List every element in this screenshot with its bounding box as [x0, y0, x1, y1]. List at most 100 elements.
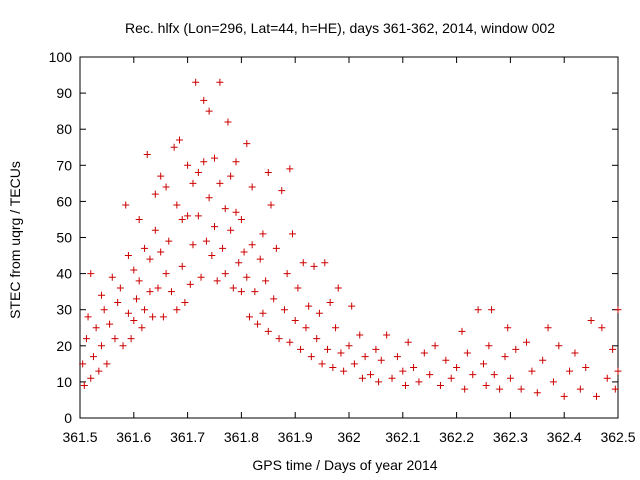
- data-point: [143, 150, 151, 158]
- data-point: [482, 382, 490, 390]
- data-point: [332, 324, 340, 332]
- x-tick-label: 361.7: [170, 429, 205, 445]
- y-tick-label: 10: [56, 374, 72, 390]
- data-point: [291, 317, 299, 325]
- data-point: [358, 374, 366, 382]
- data-point: [463, 349, 471, 357]
- data-point: [157, 248, 165, 256]
- data-point: [173, 201, 181, 209]
- data-point: [329, 363, 337, 371]
- data-point: [221, 205, 229, 213]
- data-point: [80, 382, 88, 390]
- data-point: [461, 385, 469, 393]
- y-tick-label: 20: [56, 338, 72, 354]
- data-point: [87, 270, 95, 278]
- data-point: [259, 230, 267, 238]
- data-point: [399, 367, 407, 375]
- data-point: [184, 161, 192, 169]
- data-point: [426, 371, 434, 379]
- data-point: [138, 324, 146, 332]
- data-point: [310, 262, 318, 270]
- data-point: [592, 392, 600, 400]
- y-tick-label: 90: [56, 85, 72, 101]
- data-point: [528, 367, 536, 375]
- data-point: [95, 367, 103, 375]
- data-point: [350, 360, 358, 368]
- data-point: [523, 338, 531, 346]
- data-point: [116, 284, 124, 292]
- data-point: [264, 169, 272, 177]
- data-point: [458, 327, 466, 335]
- data-point: [141, 306, 149, 314]
- data-point: [106, 320, 114, 328]
- data-point: [248, 183, 256, 191]
- data-point: [227, 172, 235, 180]
- x-tick-label: 362.4: [547, 429, 582, 445]
- data-point: [124, 309, 132, 317]
- data-point: [219, 244, 227, 252]
- data-point: [313, 335, 321, 343]
- data-point: [496, 385, 504, 393]
- chart-title: Rec. hlfx (Lon=296, Lat=44, h=HE), days …: [125, 20, 555, 36]
- data-point: [533, 389, 541, 397]
- y-tick-label: 70: [56, 157, 72, 173]
- data-point: [280, 306, 288, 314]
- data-point: [151, 226, 159, 234]
- data-point: [512, 345, 520, 353]
- data-point: [251, 288, 259, 296]
- data-point: [79, 360, 87, 368]
- data-points: [79, 78, 622, 400]
- data-point: [130, 317, 138, 325]
- data-point: [89, 353, 97, 361]
- data-point: [289, 230, 297, 238]
- data-point: [132, 295, 140, 303]
- data-point: [124, 252, 132, 260]
- data-point: [598, 324, 606, 332]
- data-point: [393, 353, 401, 361]
- data-point: [259, 309, 267, 317]
- y-tick-label: 40: [56, 266, 72, 282]
- data-point: [582, 363, 590, 371]
- data-point: [415, 378, 423, 386]
- data-point: [162, 270, 170, 278]
- data-point: [571, 349, 579, 357]
- data-point: [560, 392, 568, 400]
- data-point: [202, 237, 210, 245]
- data-point: [367, 371, 375, 379]
- data-point: [114, 298, 122, 306]
- data-point: [278, 187, 286, 195]
- data-point: [609, 345, 617, 353]
- data-point: [100, 306, 108, 314]
- data-point: [103, 360, 111, 368]
- y-tick-label: 60: [56, 193, 72, 209]
- data-point: [221, 270, 229, 278]
- data-point: [286, 338, 294, 346]
- data-point: [232, 158, 240, 166]
- data-point: [245, 313, 253, 321]
- data-point: [442, 356, 450, 364]
- data-point: [264, 327, 272, 335]
- data-point: [200, 96, 208, 104]
- data-point: [307, 353, 315, 361]
- data-point: [256, 255, 264, 263]
- data-point: [170, 143, 178, 151]
- data-point: [194, 169, 202, 177]
- data-point: [340, 367, 348, 375]
- data-point: [286, 165, 294, 173]
- data-point: [178, 262, 186, 270]
- data-point: [135, 215, 143, 223]
- data-point: [275, 335, 283, 343]
- data-point: [262, 277, 270, 285]
- data-point: [283, 270, 291, 278]
- data-point: [254, 320, 262, 328]
- data-point: [162, 183, 170, 191]
- data-point: [272, 244, 280, 252]
- data-point: [480, 360, 487, 368]
- data-point: [146, 255, 154, 263]
- data-point: [167, 288, 175, 296]
- data-point: [192, 78, 200, 86]
- y-tick-label: 100: [49, 49, 73, 65]
- data-point: [159, 313, 167, 321]
